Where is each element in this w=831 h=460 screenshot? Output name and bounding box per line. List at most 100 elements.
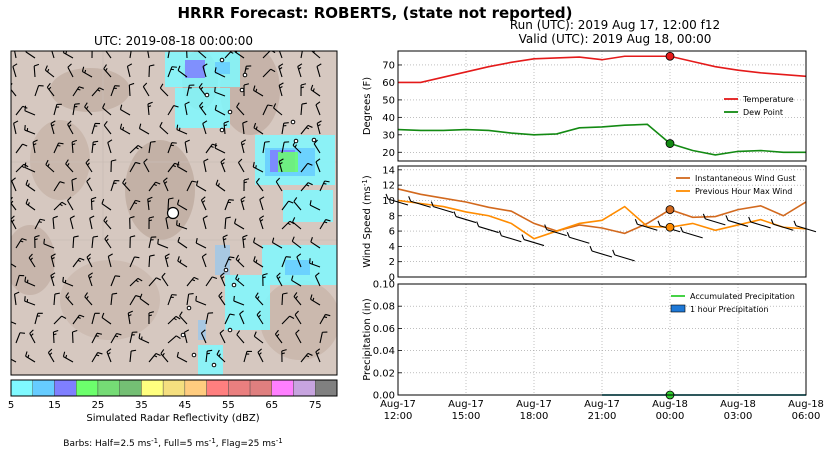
wind-barb (148, 277, 162, 287)
wind-barb (200, 329, 207, 344)
wind-barb (224, 256, 235, 268)
wind-barb (91, 87, 104, 97)
radar-echo-cell (175, 88, 230, 128)
wind-barb (167, 294, 177, 306)
wind-barb (103, 64, 112, 78)
wind-barb (186, 51, 188, 59)
wind-barb (142, 82, 150, 97)
wind-barb (220, 158, 226, 173)
wind-barb (215, 179, 226, 192)
colorbar-swatch (271, 379, 294, 397)
wind-barb (255, 177, 264, 192)
wind-barb (65, 292, 74, 306)
wind-barb (223, 120, 229, 135)
wind-barb (242, 234, 248, 249)
wind-barb (148, 181, 161, 192)
wind-barb (222, 234, 228, 249)
y-tick-label: 70 (382, 60, 395, 71)
wind-barb (46, 82, 55, 97)
wind-barb (186, 84, 195, 97)
wind-barb (177, 256, 188, 268)
x-tick-label: Aug-18 03:00 (720, 399, 756, 422)
wind-barb (129, 277, 143, 287)
colorbar-swatch (54, 379, 77, 397)
wind-barb (138, 333, 150, 344)
legend-entry: Temperature (742, 95, 794, 104)
wind-barb (91, 122, 101, 135)
wind-barb (127, 310, 133, 325)
wind-barb (316, 120, 322, 135)
colorbar-swatch (315, 379, 338, 397)
wind-barb (34, 312, 43, 325)
wind-barb (316, 63, 322, 78)
wind-barb (253, 237, 264, 249)
wind-barb (89, 215, 95, 230)
wind-barb (224, 199, 234, 211)
wind-barb (84, 102, 93, 116)
colorbar-swatch (97, 379, 120, 397)
wind-barb (176, 124, 188, 135)
radar-echo-cell (285, 260, 310, 275)
wind-barb (167, 335, 181, 344)
wind-barb (309, 200, 321, 211)
colorbar-tick-label: 5 (8, 400, 14, 411)
colorbar-swatch (249, 379, 272, 397)
wind-barb (71, 177, 77, 192)
wind-barb (167, 142, 177, 154)
colorbar-swatch (162, 379, 186, 397)
wind-barb (105, 51, 112, 59)
wind-barb (253, 256, 264, 268)
colorbar-swatch (141, 379, 164, 397)
run-valid-label: Run (UTC): 2019 Aug 17, 12:00 f12 Valid … (398, 18, 831, 46)
wind-barb (300, 83, 307, 97)
wind-barb (177, 236, 188, 249)
wind-barb (234, 51, 245, 59)
colorbar-tick-label: 75 (309, 400, 322, 411)
wind-barb (129, 216, 135, 230)
wind-barb (262, 68, 276, 78)
wind-barb (161, 272, 169, 287)
station-dot (231, 282, 237, 288)
wind-barb (91, 235, 99, 249)
legend-swatch (670, 304, 686, 313)
wind-barb (201, 253, 207, 268)
y-tick-label: 12 (382, 181, 395, 192)
wind-barb (255, 292, 264, 306)
wind-barb (72, 257, 85, 268)
wind-barb (167, 51, 170, 59)
wind-barb (319, 313, 331, 325)
wind-barb (214, 104, 226, 116)
wind-barb (53, 292, 60, 306)
wind-barb (176, 199, 188, 211)
radar-echo-cell (215, 62, 230, 74)
wind-barb (315, 348, 321, 363)
wind-barb (101, 198, 112, 211)
colorbar-tick-label: 45 (178, 400, 191, 411)
wind-barb (235, 254, 245, 268)
legend-entry: Previous Hour Max Wind (695, 187, 792, 196)
wind-barb (25, 179, 36, 192)
wind-barb (129, 256, 140, 268)
colorbar-swatch (184, 379, 207, 397)
radar-echo-cell (185, 60, 205, 78)
wind-barb (103, 120, 112, 135)
wind-barb (122, 178, 131, 192)
wind-barb (319, 219, 331, 230)
wind-barb (257, 348, 264, 363)
valid-text: Valid (UTC): 2019 Aug 18, 00:00 (518, 32, 712, 46)
wind-barb (71, 329, 78, 344)
wind-barb (278, 82, 284, 97)
legend-entry: Instantaneous Wind Gust (695, 174, 796, 183)
wind-barb (300, 162, 313, 173)
wind-barb (408, 196, 431, 208)
wind-barb (13, 120, 19, 135)
station-dot (180, 332, 186, 338)
colorbar-swatch (206, 379, 229, 397)
wind-barb (139, 293, 150, 306)
wind-barb (110, 275, 121, 287)
wind-barb (147, 101, 153, 116)
wind-barb (91, 140, 99, 154)
wind-barb (297, 63, 303, 78)
wind-barb (129, 295, 141, 306)
